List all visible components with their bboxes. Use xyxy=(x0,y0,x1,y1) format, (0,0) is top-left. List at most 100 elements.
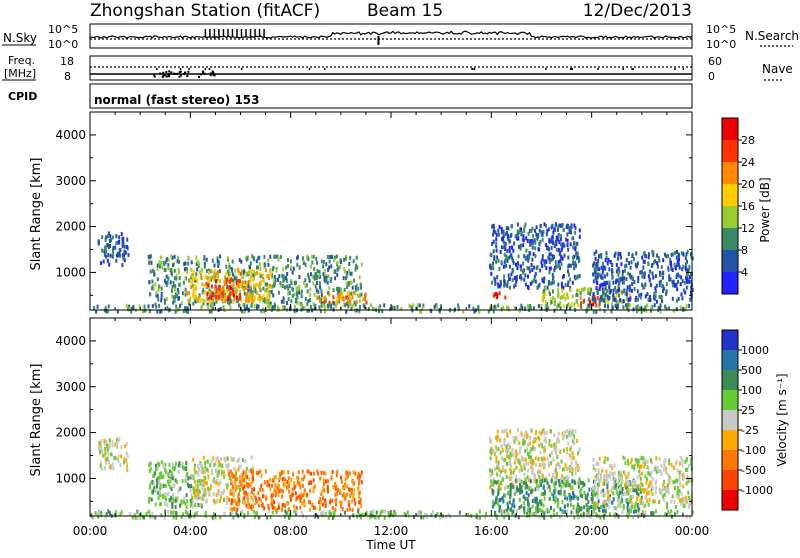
scatter-cell xyxy=(576,480,579,485)
scatter-cell xyxy=(676,262,679,267)
scatter-cell xyxy=(508,515,510,520)
scatter-cell xyxy=(550,257,553,262)
scatter-cell xyxy=(299,498,302,503)
scatter-cell xyxy=(189,503,192,508)
scatter-cell xyxy=(644,503,647,508)
scatter-cell xyxy=(519,446,522,451)
scatter-cell xyxy=(234,485,237,490)
scatter-cell xyxy=(167,263,170,268)
scatter-cell xyxy=(242,280,245,285)
scatter-cell xyxy=(513,460,516,465)
scatter-cell xyxy=(546,486,549,491)
scatter-cell xyxy=(179,503,181,508)
scatter-cell xyxy=(524,306,527,311)
scatter-cell xyxy=(275,475,277,480)
scatter-cell xyxy=(523,440,526,445)
scatter-cell xyxy=(594,256,597,261)
scatter-cell xyxy=(604,292,607,297)
scatter-cell xyxy=(332,288,335,293)
freq-mark xyxy=(208,68,211,70)
scatter-cell xyxy=(149,514,152,519)
scatter-cell xyxy=(105,439,108,444)
nsky-line xyxy=(89,30,693,39)
scatter-cell xyxy=(197,264,200,268)
scatter-cell xyxy=(391,305,394,310)
scatter-cell xyxy=(209,289,212,294)
scatter-cell xyxy=(510,272,513,277)
scatter-cell xyxy=(649,458,652,462)
scatter-cell xyxy=(291,286,294,291)
scatter-cell xyxy=(654,274,657,279)
scatter-cell xyxy=(511,278,514,282)
scatter-cell xyxy=(352,496,355,501)
scatter-cell xyxy=(678,474,681,479)
scatter-cell xyxy=(505,254,508,259)
scatter-cell xyxy=(178,259,181,264)
scatter-cell xyxy=(576,251,579,256)
scatter-cell xyxy=(245,503,248,508)
scatter-cell xyxy=(225,277,228,282)
scatter-cell xyxy=(548,239,551,244)
scatter-cell xyxy=(556,237,559,242)
scatter-cell xyxy=(353,278,355,283)
scatter-cell xyxy=(160,286,163,291)
scatter-cell xyxy=(210,485,212,490)
scatter-cell xyxy=(445,514,448,519)
scatter-cell xyxy=(332,485,335,490)
scatter-cell xyxy=(635,251,638,256)
scatter-cell xyxy=(594,475,597,480)
scatter-cell xyxy=(598,272,601,277)
scatter-cell xyxy=(218,294,221,299)
scatter-cell xyxy=(178,306,181,311)
scatter-cell xyxy=(211,284,213,289)
scatter-cell xyxy=(576,512,579,517)
scatter-cell xyxy=(433,304,436,309)
scatter-cell xyxy=(316,274,319,279)
scatter-cell xyxy=(200,270,203,275)
scatter-cell xyxy=(112,248,114,253)
scatter-cell xyxy=(506,462,508,467)
scatter-cell xyxy=(534,437,537,442)
scatter-cell xyxy=(208,309,211,314)
scatter-cell xyxy=(548,439,551,443)
time-tick-label-3: 12:00 xyxy=(374,524,409,538)
scatter-cell xyxy=(229,511,232,516)
freq-panel: Freq. [MHz] 18 8 60 0 Nave xyxy=(2,54,793,83)
scatter-cell xyxy=(522,234,525,239)
scatter-cell xyxy=(600,282,603,287)
scatter-cell xyxy=(552,457,555,462)
scatter-cell xyxy=(216,456,219,461)
colorbar-block-4 xyxy=(722,206,738,229)
scatter-cell xyxy=(222,284,225,289)
scatter-cell xyxy=(333,255,336,260)
scatter-cell xyxy=(296,300,299,305)
scatter-cell xyxy=(324,471,327,476)
scatter-cell xyxy=(535,429,538,434)
scatter-cell xyxy=(619,491,622,495)
scatter-cell xyxy=(171,294,174,299)
scatter-cell xyxy=(510,253,513,258)
scatter-cell xyxy=(250,299,253,304)
scatter-cell xyxy=(180,499,183,504)
scatter-cell xyxy=(272,478,275,483)
scatter-cell xyxy=(613,253,616,258)
scatter-cell xyxy=(552,493,555,498)
scatter-cell xyxy=(199,482,202,486)
scatter-cell xyxy=(240,478,243,483)
scatter-cell xyxy=(669,257,672,262)
scatter-cell xyxy=(218,463,221,468)
scatter-cell xyxy=(491,488,494,493)
scatter-cell xyxy=(159,264,161,269)
scatter-cell xyxy=(509,451,512,456)
scatter-cell xyxy=(646,460,649,465)
scatter-cell xyxy=(507,484,510,489)
scatter-cell xyxy=(539,268,542,273)
scatter-cell xyxy=(647,502,650,507)
scatter-cell xyxy=(111,462,114,467)
scatter-cell xyxy=(598,508,601,513)
scatter-cell xyxy=(106,443,108,448)
scatter-cell xyxy=(261,296,264,301)
scatter-cell xyxy=(608,284,611,289)
scatter-cell xyxy=(193,295,196,300)
